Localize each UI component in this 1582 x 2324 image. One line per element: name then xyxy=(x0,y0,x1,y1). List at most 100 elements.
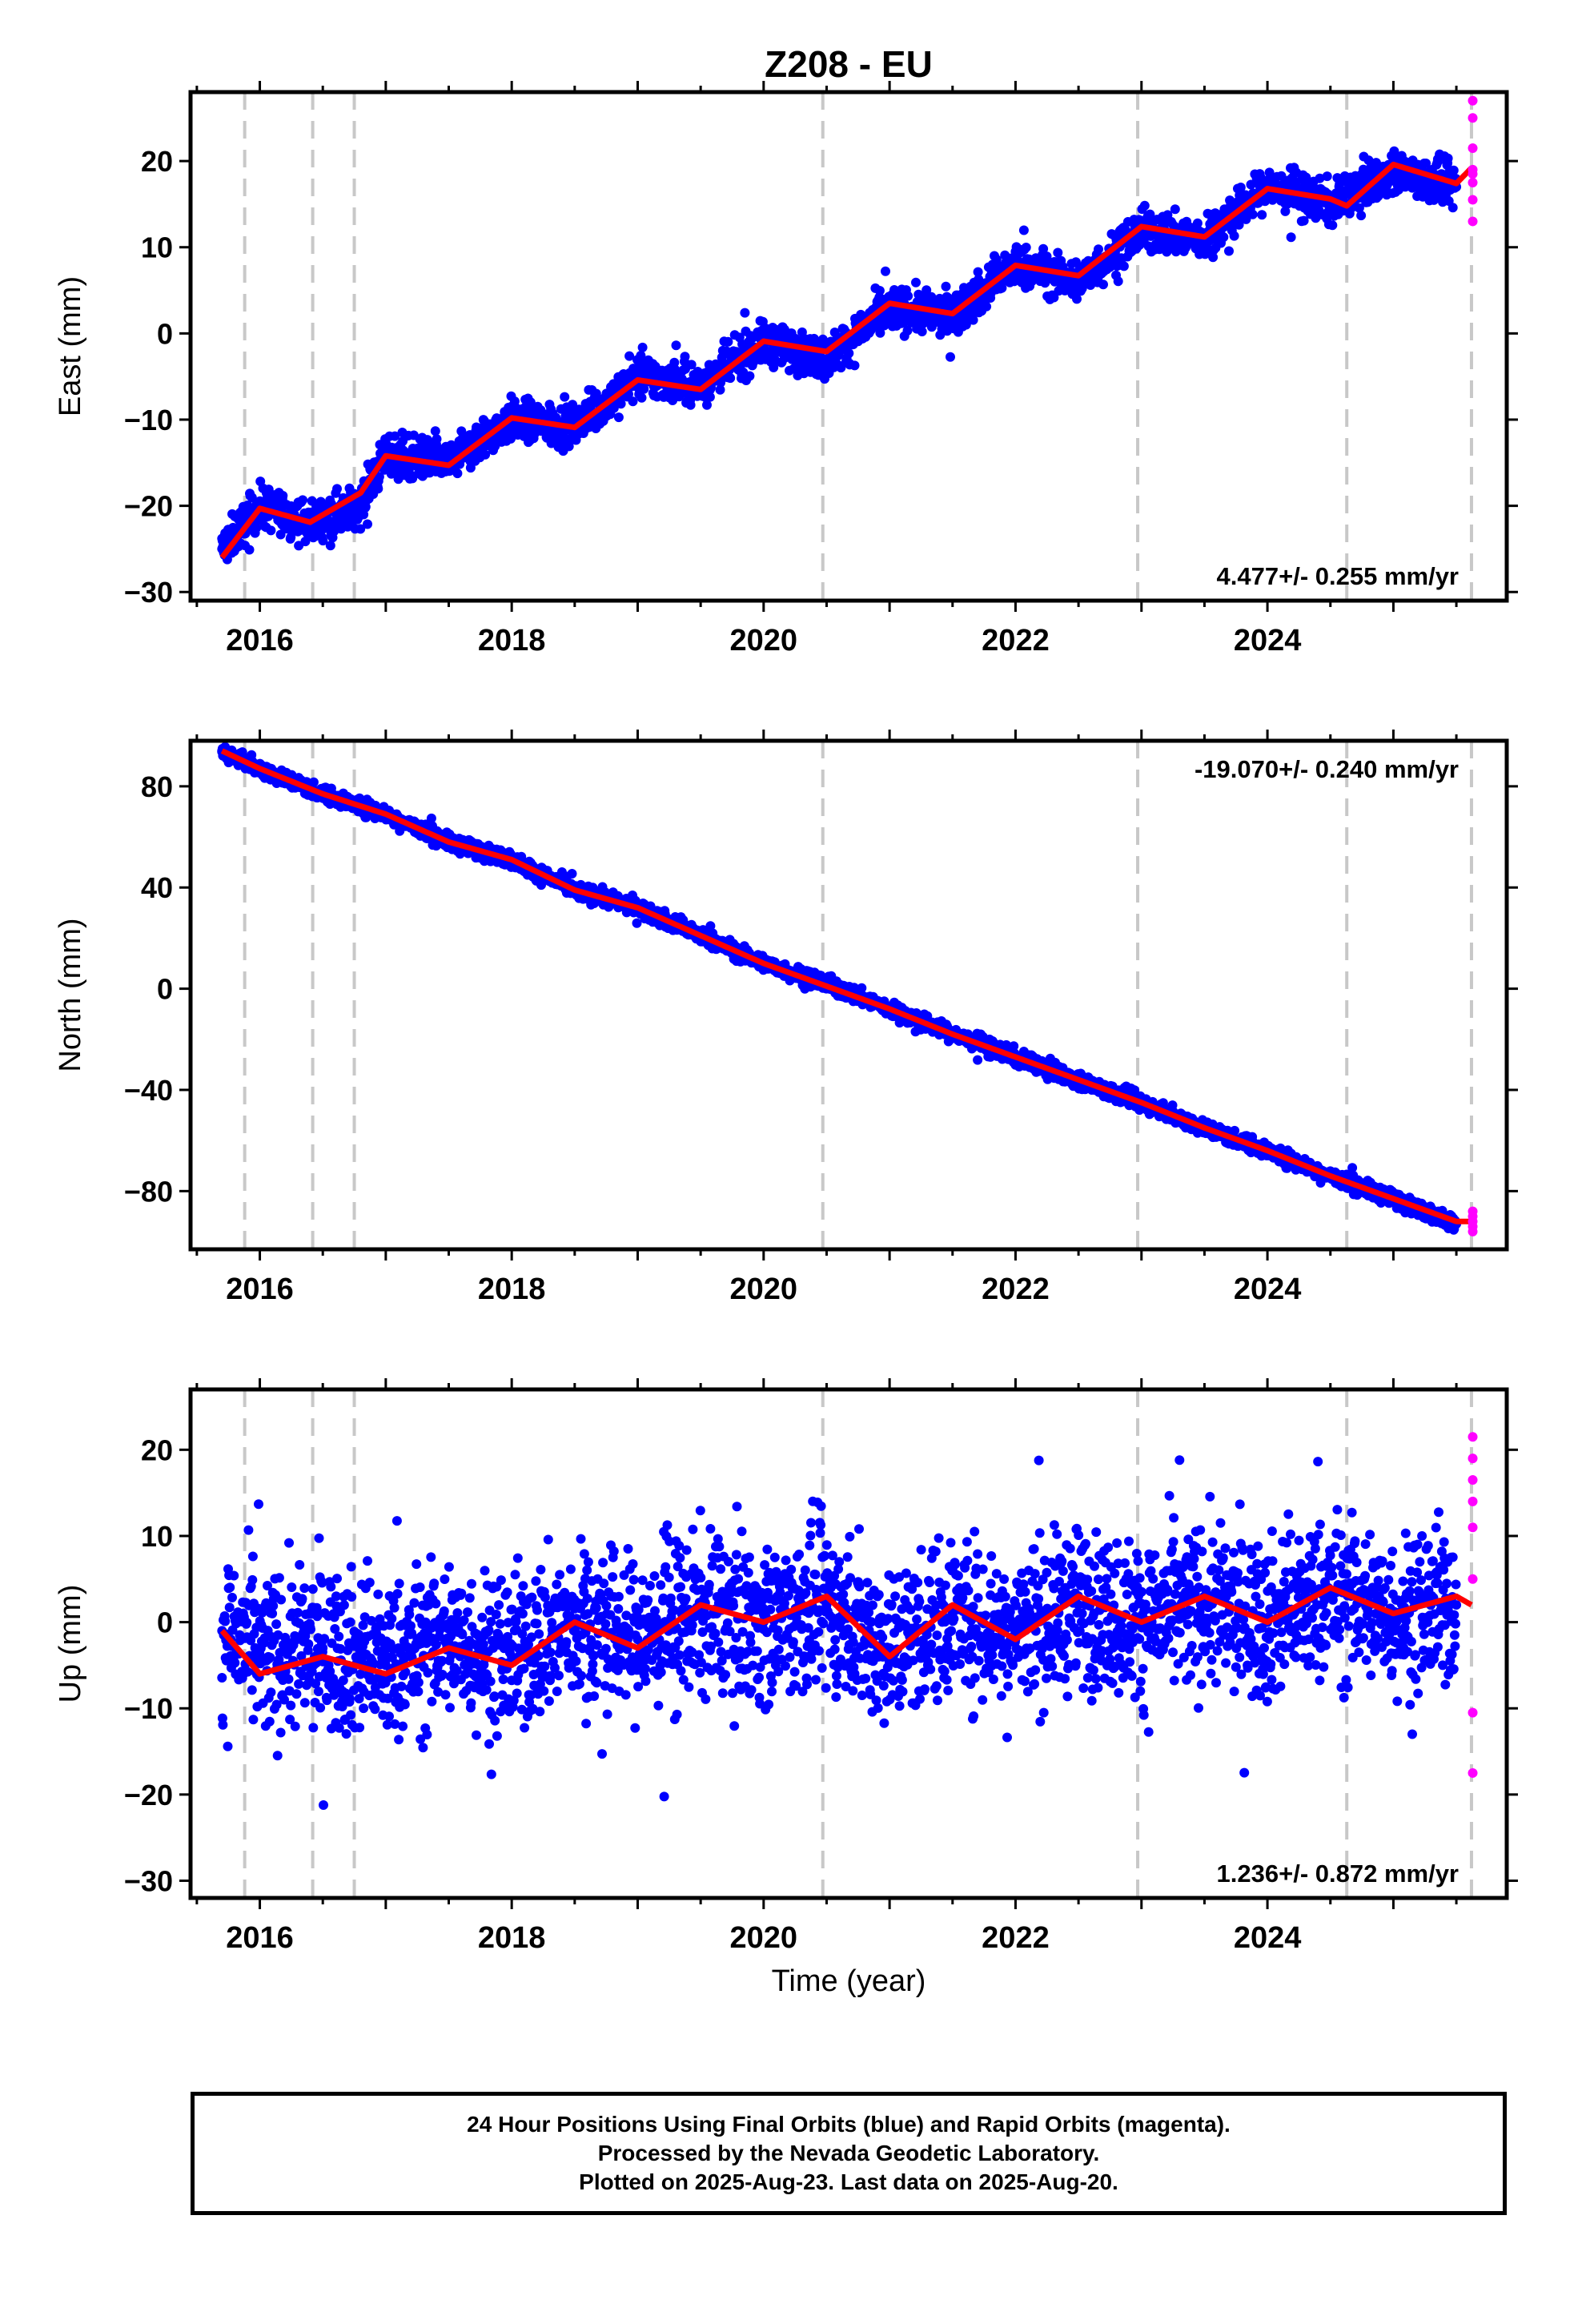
east-point xyxy=(1299,215,1309,226)
east-point xyxy=(1118,261,1129,271)
east-point xyxy=(1113,276,1123,287)
east-final-point xyxy=(821,354,832,364)
east-point xyxy=(616,399,626,409)
east-point xyxy=(286,533,296,542)
east-x-tick-label: 2020 xyxy=(730,624,798,657)
north-point xyxy=(857,983,867,993)
east-point xyxy=(355,524,366,534)
east-point xyxy=(1356,211,1367,221)
east-x-tick-label: 2018 xyxy=(478,624,546,657)
east-point xyxy=(725,373,736,384)
east-y-tick-label: 20 xyxy=(141,145,173,178)
east-point xyxy=(432,434,442,444)
east-point xyxy=(1098,279,1108,290)
east-point xyxy=(298,495,308,505)
east-point xyxy=(1018,225,1029,235)
east-point xyxy=(745,371,755,381)
north-point xyxy=(426,813,436,823)
east-point xyxy=(1421,159,1431,168)
east-point xyxy=(1219,232,1229,243)
east-point xyxy=(875,328,885,338)
east-point xyxy=(836,363,846,373)
east-point xyxy=(849,360,860,371)
north-point xyxy=(973,1055,983,1065)
east-point xyxy=(1235,183,1246,192)
east-y-tick-label: 10 xyxy=(141,231,173,264)
east-point xyxy=(373,484,383,494)
east-rapid-point xyxy=(1468,195,1478,205)
east-final-scatter xyxy=(217,146,1461,565)
east-rapid-point xyxy=(1468,113,1478,123)
east-point xyxy=(671,340,681,351)
east-point xyxy=(452,468,463,479)
east-point xyxy=(723,336,733,347)
east-point xyxy=(881,266,890,276)
east-point xyxy=(1094,244,1103,255)
east-model-fit-line xyxy=(219,161,1474,560)
east-point xyxy=(1315,173,1325,183)
east-point xyxy=(266,525,276,536)
east-point xyxy=(1072,294,1082,304)
east-point xyxy=(705,392,715,402)
east-point xyxy=(275,529,286,540)
east-point xyxy=(613,412,624,423)
east-y-axis-label: East (mm) xyxy=(54,276,87,416)
east-point xyxy=(941,281,951,292)
east-plot-frame xyxy=(188,90,1509,603)
east-point xyxy=(300,537,311,547)
east-point xyxy=(680,352,690,362)
east-point xyxy=(946,352,955,362)
east-point xyxy=(1241,214,1251,224)
east-point xyxy=(564,441,574,452)
east-point xyxy=(1247,209,1258,219)
east-point xyxy=(961,320,971,330)
east-x-tick-label: 2022 xyxy=(982,624,1050,657)
east-point xyxy=(636,351,646,360)
east-point xyxy=(982,301,992,312)
east-point xyxy=(1038,243,1049,254)
east-point xyxy=(1229,231,1239,241)
east-point xyxy=(917,327,927,336)
east-point xyxy=(926,292,937,302)
east-point xyxy=(637,342,648,352)
east-point xyxy=(769,362,779,372)
east-point xyxy=(1021,243,1031,252)
north-point xyxy=(705,921,716,931)
east-point xyxy=(902,325,913,336)
east-point xyxy=(921,285,932,296)
east-point xyxy=(903,291,913,301)
east-point xyxy=(702,400,712,410)
east-point xyxy=(1139,200,1150,211)
east-point xyxy=(685,400,696,410)
east-point xyxy=(874,286,885,296)
east-point xyxy=(1049,292,1059,303)
east-point xyxy=(991,255,1002,265)
east-y-tick-label: 0 xyxy=(157,317,173,350)
east-final-point xyxy=(1074,276,1084,287)
east-point xyxy=(973,267,983,277)
east-point xyxy=(715,384,725,395)
figure-title: Z208 - EU xyxy=(765,43,933,85)
north-point xyxy=(567,869,577,879)
east-point xyxy=(1192,218,1203,228)
east-point xyxy=(1443,153,1453,163)
east-point xyxy=(968,315,978,325)
east-point xyxy=(278,491,288,501)
east-point xyxy=(1053,247,1063,258)
east-point xyxy=(944,293,954,304)
east-y-tick-label: −20 xyxy=(124,490,173,523)
east-point xyxy=(844,348,854,359)
east-point xyxy=(1448,165,1459,175)
east-point xyxy=(1234,219,1244,230)
east-point xyxy=(244,545,255,555)
east-rapid-point xyxy=(1468,95,1478,106)
east-point xyxy=(374,472,384,482)
east-point xyxy=(636,392,647,403)
north-point xyxy=(308,777,319,787)
east-point xyxy=(390,431,400,441)
north-point xyxy=(1009,1041,1019,1051)
east-point xyxy=(1224,246,1234,256)
east-point xyxy=(325,541,335,551)
